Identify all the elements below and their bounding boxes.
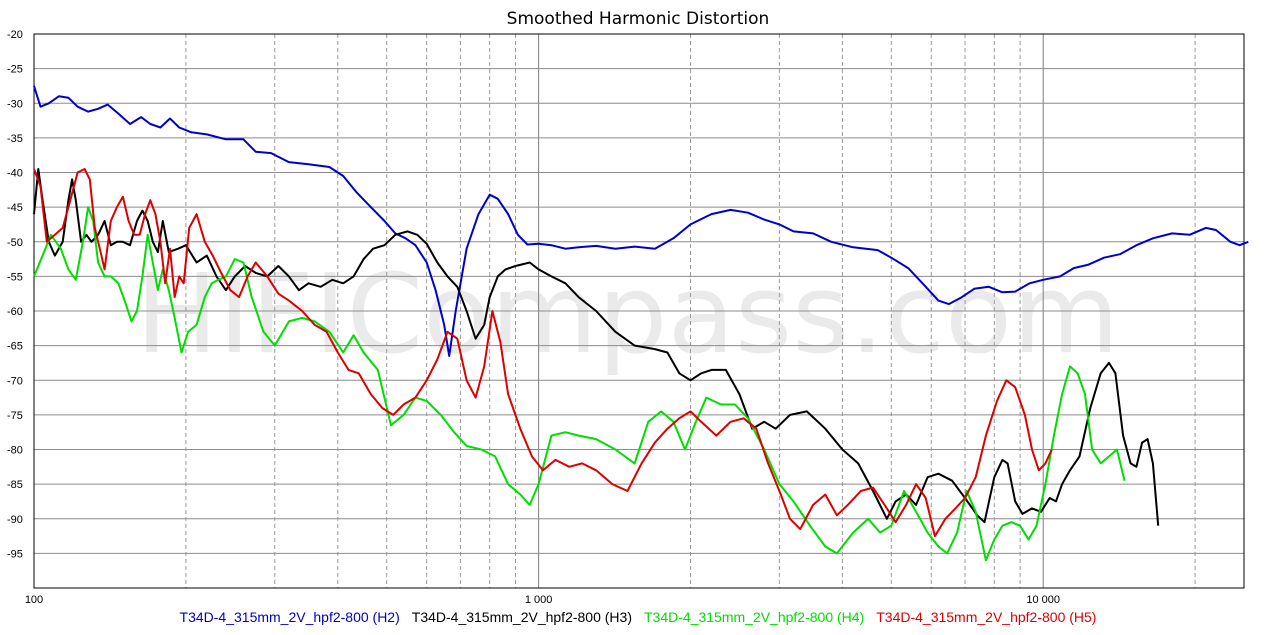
legend-entry-2: T34D-4_315mm_2V_hpf2-800 (H3) — [411, 609, 632, 625]
x-tick-label: 100 — [25, 594, 43, 606]
legend-entry-1: T34D-4_315mm_2V_hpf2-800 (H2) — [179, 609, 400, 625]
y-tick-label: -45 — [7, 202, 23, 214]
series-line-1 — [33, 85, 1249, 357]
y-tick-label: -70 — [7, 375, 23, 387]
y-tick-label: -55 — [7, 271, 23, 283]
chart-title: Smoothed Harmonic Distortion — [506, 9, 770, 29]
y-tick-label: -85 — [7, 479, 23, 491]
y-tick-label: -95 — [7, 548, 23, 560]
plot-frame — [33, 33, 1245, 589]
y-tick-label: -30 — [7, 98, 23, 110]
y-tick-label: -40 — [7, 168, 23, 180]
series-line-3 — [33, 206, 1126, 562]
legend-entry-3: T34D-4_315mm_2V_hpf2-800 (H4) — [644, 609, 865, 625]
y-tick-label: -80 — [7, 445, 23, 457]
y-tick-label: -50 — [7, 237, 23, 249]
y-tick-label: -65 — [7, 341, 23, 353]
series-line-4 — [33, 168, 1053, 538]
x-tick-label: 1 000 — [525, 594, 553, 606]
y-tick-label: -35 — [7, 133, 23, 145]
legend-entry-4: T34D-4_315mm_2V_hpf2-800 (H5) — [876, 609, 1097, 625]
x-tick-label: 10 000 — [1026, 594, 1060, 606]
grid-lines — [34, 33, 1244, 588]
y-tick-label: -60 — [7, 306, 23, 318]
y-tick-label: -20 — [7, 29, 23, 41]
watermark-text: HIFICompass.com — [136, 250, 1120, 378]
y-tick-label: -25 — [7, 64, 23, 76]
y-tick-label: -75 — [7, 410, 23, 422]
legend: T34D-4_315mm_2V_hpf2-800 (H2) T34D-4_315m… — [0, 609, 1276, 625]
y-tick-label: -90 — [7, 514, 23, 526]
